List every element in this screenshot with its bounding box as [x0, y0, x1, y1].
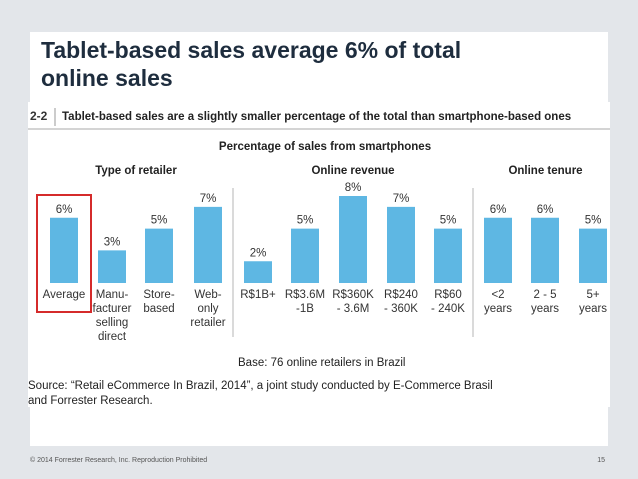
- value-label-10: 6%: [537, 204, 554, 216]
- value-label-1: 3%: [104, 236, 121, 248]
- bar-9: [484, 217, 512, 283]
- value-label-7: 7%: [393, 193, 410, 205]
- category-label-3-1: only: [197, 303, 218, 315]
- group-header-1: Online revenue: [311, 165, 394, 177]
- category-label-3-0: Web-: [194, 289, 221, 301]
- category-label-1-3: direct: [98, 331, 127, 343]
- bar-2: [145, 228, 173, 283]
- category-label-9-1: years: [484, 303, 512, 315]
- bar-3: [194, 206, 222, 283]
- value-label-0: 6%: [56, 204, 73, 216]
- slide-title-line-1: Tablet-based sales average 6% of total: [41, 37, 462, 63]
- category-label-7-0: R$240: [384, 289, 418, 301]
- base-note: Base: 76 online retailers in Brazil: [238, 357, 405, 369]
- bars: [50, 196, 607, 283]
- category-label-11-1: years: [579, 303, 607, 315]
- category-label-5-0: R$3.6M: [285, 289, 325, 301]
- value-label-8: 5%: [440, 215, 457, 227]
- footer-copyright: © 2014 Forrester Research, Inc. Reproduc…: [30, 457, 208, 464]
- bar-6: [339, 196, 367, 283]
- category-label-2-0: Store-: [143, 289, 174, 301]
- group-header-2: Online tenure: [508, 165, 582, 177]
- category-label-4-0: R$1B+: [240, 289, 276, 301]
- slide-title: Tablet-based sales average 6% of total o…: [41, 36, 581, 92]
- category-label-6-1: - 3.6M: [337, 303, 370, 315]
- category-label-10-0: 2 - 5: [533, 289, 556, 301]
- page-number: 15: [597, 457, 605, 464]
- category-label-6-0: R$360K: [332, 289, 374, 301]
- category-label-10-1: years: [531, 303, 559, 315]
- category-label-8-1: - 240K: [431, 303, 465, 315]
- value-label-6: 8%: [345, 182, 362, 194]
- category-label-2-1: based: [143, 303, 174, 315]
- category-label-8-0: R$60: [434, 289, 462, 301]
- chart-svg: 2-2 Tablet-based sales are a slightly sm…: [28, 108, 610, 407]
- value-label-11: 5%: [585, 215, 602, 227]
- value-labels: 6% 3% 5% 7% 2% 5% 8% 7% 5% 6% 6% 5%: [56, 182, 602, 259]
- category-label-0-0: Average: [43, 289, 86, 301]
- bar-10: [531, 217, 559, 283]
- figure-number: 2-2: [30, 109, 48, 123]
- group-header-0: Type of retailer: [95, 165, 177, 177]
- category-label-9-0: <2: [491, 289, 504, 301]
- value-label-2: 5%: [151, 215, 168, 227]
- source-line-2: and Forrester Research.: [28, 395, 153, 407]
- value-label-4: 2%: [250, 247, 267, 259]
- value-label-5: 5%: [297, 215, 314, 227]
- bar-1: [98, 250, 126, 283]
- source-line-1: Source: “Retail eCommerce In Brazil, 201…: [28, 380, 493, 392]
- bar-8: [434, 228, 462, 283]
- bar-7: [387, 206, 415, 283]
- value-label-9: 6%: [490, 204, 507, 216]
- bar-4: [244, 261, 272, 283]
- bar-0: [50, 217, 78, 283]
- slide-title-line-2: online sales: [41, 65, 173, 91]
- category-label-1-1: facturer: [93, 303, 132, 315]
- category-label-1-0: Manu-: [96, 289, 129, 301]
- category-labels: Average Manu-facturer selling direct Store-b…: [43, 289, 608, 343]
- bar-11: [579, 228, 607, 283]
- figure-heading: Tablet-based sales are a slightly smalle…: [62, 111, 571, 123]
- category-label-7-1: - 360K: [384, 303, 418, 315]
- value-label-3: 7%: [200, 193, 217, 205]
- group-headers: Type of retailer Online revenue Online ten…: [95, 165, 582, 177]
- group-dividers: [232, 188, 474, 337]
- category-label-3-2: retailer: [190, 317, 225, 329]
- figure-panel: 2-2 Tablet-based sales are a slightly sm…: [28, 102, 610, 407]
- chart-title: Percentage of sales from smartphones: [219, 141, 431, 153]
- bar-5: [291, 228, 319, 283]
- category-label-5-1: -1B: [296, 303, 314, 315]
- average-highlight-box: [36, 194, 92, 313]
- category-label-1-2: selling: [96, 317, 129, 329]
- category-label-11-0: 5+: [586, 289, 599, 301]
